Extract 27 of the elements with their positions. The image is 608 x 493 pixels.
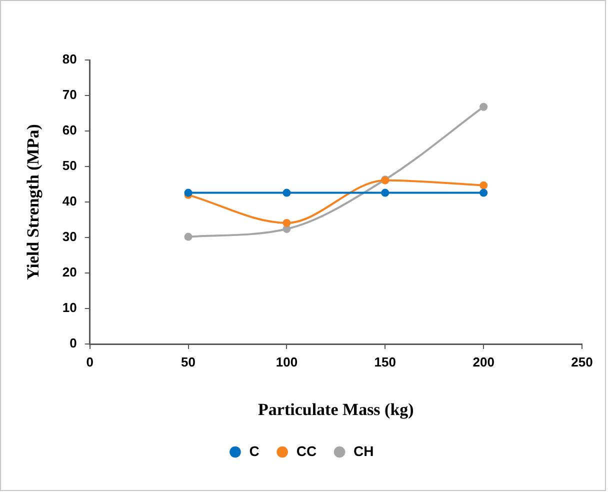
point (282, 188, 291, 197)
x-tick-label: 150 (374, 354, 396, 370)
x-tick-label: 200 (472, 354, 494, 370)
x-axis-title: Particulate Mass (kg) (258, 400, 414, 420)
point (282, 218, 291, 227)
y-tick-label: 0 (70, 336, 77, 351)
y-tick-label: 20 (62, 264, 77, 280)
x-tick-label: 0 (86, 354, 94, 370)
y-tick-label: 10 (62, 300, 77, 316)
legend-label: CC (296, 442, 317, 459)
point (480, 102, 488, 111)
point (184, 232, 192, 241)
y-tick-label: 80 (62, 52, 77, 67)
point (480, 188, 488, 197)
y-tick-label: 30 (62, 229, 77, 244)
x-tick-label: 50 (181, 354, 196, 370)
y-tick-label: 40 (62, 194, 77, 209)
y-tick-label: 50 (62, 158, 77, 174)
y-axis-title: Yield Strength (MPa) (24, 124, 43, 280)
x-tick-label: 100 (276, 354, 298, 370)
legend-label: C (249, 442, 260, 459)
y-tick-label: 60 (62, 122, 77, 138)
point (480, 181, 488, 190)
y-tick-label: 70 (62, 87, 77, 102)
legend-label: CH (354, 442, 374, 459)
x-tick-label: 250 (571, 354, 593, 370)
point (381, 188, 390, 197)
